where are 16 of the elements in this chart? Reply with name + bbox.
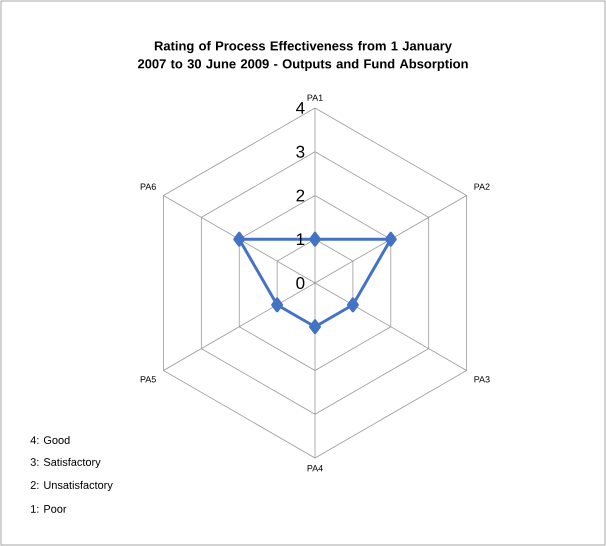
y-tick-label: 1 — [296, 233, 304, 246]
spoke-label: PA2 — [474, 184, 490, 190]
spoke-label: PA3 — [474, 376, 490, 383]
text: 1: Poor — [31, 505, 66, 513]
y-tick-label: 2 — [296, 190, 304, 202]
y-tick-label: 4 — [296, 102, 305, 114]
y-tick-label: 3 — [296, 146, 304, 158]
spoke-label: PA5 — [140, 376, 156, 382]
text: 4: Good — [30, 436, 70, 444]
chart-title: Rating of Process Effectiveness from 1 January 2007 to 30 June 2009 - Outputs and Fund Absorption — [138, 40, 468, 71]
spoke-label: PA6 — [140, 183, 156, 190]
text: 3: Satisfactory — [30, 458, 101, 468]
text: 2: Unsatisfactory — [30, 480, 113, 492]
spoke-label: PA1 — [308, 94, 323, 101]
spoke-label: PA4 — [308, 465, 323, 472]
y-tick-label: 0 — [296, 276, 304, 289]
